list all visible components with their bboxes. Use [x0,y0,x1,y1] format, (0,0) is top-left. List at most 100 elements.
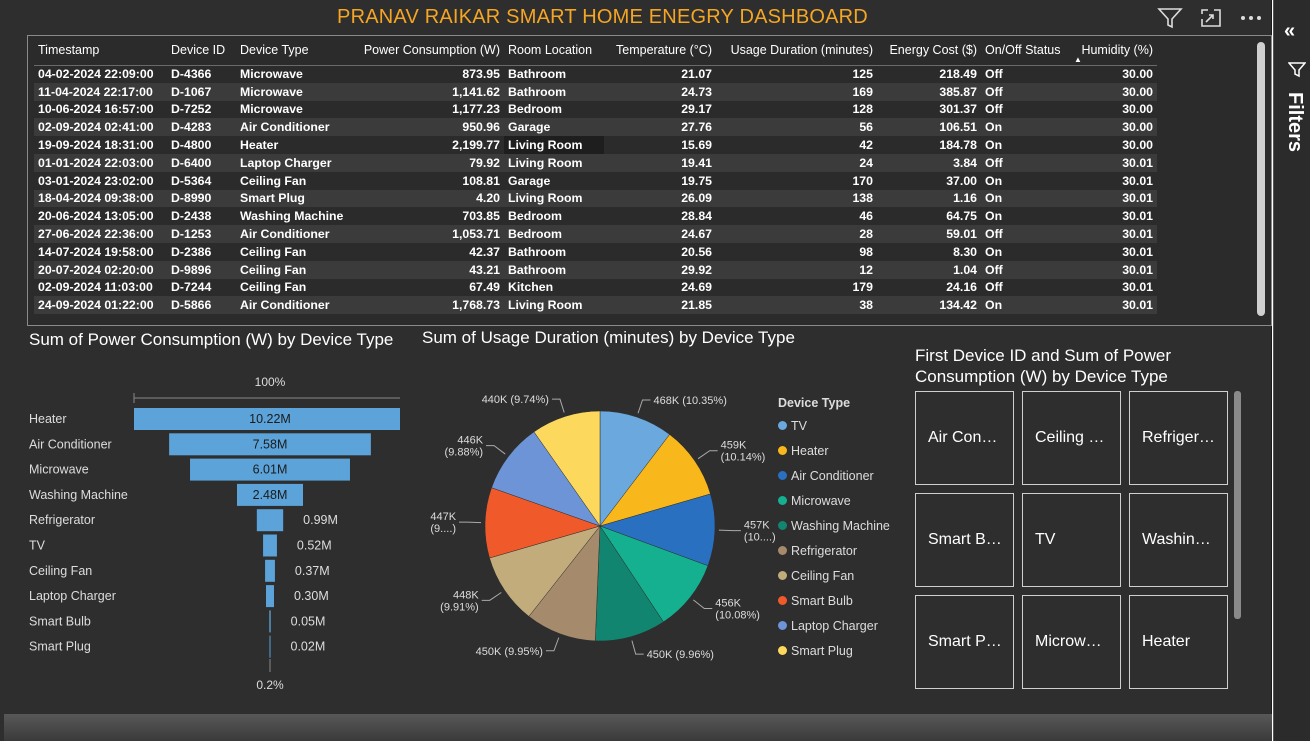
card-label: TV [1035,531,1056,548]
table-row[interactable]: 20-07-2024 02:20:00 D-9896 Ceiling Fan 43.2… [34,260,1157,279]
device-card[interactable]: Microw… [1022,595,1121,689]
card-label: Washin… [1142,531,1211,548]
funnel-bar[interactable] [169,433,371,456]
funnel-value-label: 10.22M [249,412,291,426]
funnel-bar[interactable] [256,509,284,532]
pie-slice[interactable] [489,525,601,617]
legend-item[interactable]: Refrigerator [778,538,890,563]
legend-item[interactable]: Smart Bulb [778,588,890,613]
legend-item[interactable]: Air Conditioner [778,463,890,488]
pie-slice[interactable] [595,525,664,642]
table-cell: 30.01 [1071,153,1157,172]
device-card[interactable]: Washin… [1129,493,1228,587]
table-cell: 15.69 [681,138,712,153]
card-label: Microw… [1035,633,1102,650]
device-card[interactable]: Refriger… [1129,391,1228,485]
funnel-value-label: 6.01M [253,463,288,477]
funnel-bar[interactable] [190,458,350,481]
pie-slice[interactable] [528,525,601,642]
table-cell: D-5364 [171,173,212,188]
table-cell: 20-07-2024 02:20:00 [34,260,167,279]
pie-data-label: 456K [715,598,741,610]
table-cell: 106.51 [877,118,981,137]
table-scrollbar[interactable] [1257,42,1265,316]
card-scrollbar[interactable] [1234,391,1241,619]
legend-item[interactable]: Ceiling Fan [778,563,890,588]
table-row[interactable]: 27-06-2024 22:36:00 D-1253 Air Conditioner… [34,225,1157,243]
table-row[interactable]: 20-06-2024 13:05:00 D-2438 Washing Machine… [34,207,1157,225]
funnel-chart: 100% Heater 10.22M Air Conditioner 7.58M Micr… [29,375,400,692]
column-header[interactable]: Room Location [504,36,604,66]
table-row[interactable]: 14-07-2024 19:58:00 D-2386 Ceiling Fan 42.3… [34,243,1157,261]
funnel-bar[interactable] [266,585,274,608]
legend-label: Microwave [791,493,851,508]
pie-slice[interactable] [599,410,670,527]
funnel-bar[interactable] [134,408,400,430]
table-cell: 218.49 [939,67,977,82]
table-row[interactable]: 03-01-2024 23:02:00 D-5364 Ceiling Fan 108.… [34,172,1157,190]
device-table[interactable]: Timestamp Device ID Device Type Power Consu… [27,35,1272,326]
funnel-bar[interactable] [236,483,304,506]
funnel-bar[interactable] [269,610,271,633]
funnel-bar[interactable] [265,559,275,582]
more-options-icon[interactable] [1238,6,1264,30]
legend-label: Heater [791,443,829,458]
column-header[interactable]: Usage Duration (minutes) [716,36,877,66]
device-card[interactable]: Smart P… [915,595,1014,689]
filter-icon[interactable] [1157,6,1183,30]
device-card[interactable]: Air Con… [915,391,1014,485]
legend-item[interactable]: Heater [778,438,890,463]
filter-icon [1287,62,1307,83]
table-row[interactable]: 02-09-2024 11:03:00 D-7244 Ceiling Fan 67.4… [34,279,1157,297]
focus-mode-icon[interactable] [1198,6,1224,30]
table-cell: 125 [852,67,873,82]
table-row[interactable]: 19-09-2024 18:31:00 D-4800 Heater 2,199.77 L… [34,136,1157,154]
table-row[interactable]: 04-02-2024 22:09:00 D-4366 Microwave 873.95… [34,65,1157,83]
funnel-bar[interactable] [269,635,271,658]
table-row[interactable]: 10-06-2024 16:57:00 D-7252 Microwave 1,177.… [34,101,1157,119]
column-header[interactable]: Timestamp [34,36,167,66]
table-cell: On [981,296,1071,315]
table-cell: 56 [716,118,877,137]
device-card[interactable]: Ceiling … [1022,391,1121,485]
device-card[interactable]: Heater [1129,595,1228,689]
pie-slice[interactable] [533,410,601,527]
table-cell: 873.95 [462,67,500,82]
table-cell: 134.42 [877,296,981,315]
table-row[interactable]: 02-09-2024 02:41:00 D-4283 Air Conditioner… [34,118,1157,137]
card-label: Smart P… [928,633,1002,650]
funnel-bar[interactable] [263,534,277,557]
double-chevron-left-icon[interactable]: « [1284,20,1296,42]
column-header[interactable]: Device ID [167,36,236,66]
legend-label: Ceiling Fan [791,568,855,583]
column-header[interactable]: Humidity (%) ▲ [1071,36,1157,66]
pie-slice[interactable] [599,525,709,623]
legend-item[interactable]: Washing Machine [778,513,890,538]
column-header[interactable]: Power Consumption (W) [349,36,504,66]
table-cell: Living Room [504,136,604,154]
legend-item[interactable]: Laptop Charger [778,613,890,638]
table-row[interactable]: 18-04-2024 09:38:00 D-8990 Smart Plug 4.20 L… [34,189,1157,208]
table-row[interactable]: 01-01-2024 22:03:00 D-6400 Laptop Charger 7… [34,153,1157,172]
column-header[interactable]: Device Type [236,36,349,66]
filters-pane[interactable] [1273,0,1310,741]
legend-label: Washing Machine [791,518,890,533]
table-cell: Off [985,280,1003,295]
table-cell: 4.20 [349,189,504,208]
table-cell: 19.41 [604,153,716,172]
legend-item[interactable]: Microwave [778,488,890,513]
pie-slice[interactable] [599,434,711,527]
device-card[interactable]: TV [1022,493,1121,587]
pie-slice[interactable] [599,493,716,567]
table-row[interactable]: 11-04-2024 22:17:00 D-1067 Microwave 1,141.… [34,82,1157,101]
column-header[interactable]: Energy Cost ($) [877,36,981,66]
device-card[interactable]: Smart B… [915,493,1014,587]
legend-item[interactable]: Smart Plug [778,638,890,663]
column-header[interactable]: Temperature (°C) [604,36,716,66]
funnel-category-label: Microwave [29,463,89,477]
table-row[interactable]: 24-09-2024 01:22:00 D-5866 Air Conditioner… [34,296,1157,315]
table-cell: Ceiling Fan [236,260,349,279]
table-cell: 18-04-2024 09:38:00 [34,189,167,208]
legend-item[interactable]: TV [778,413,890,438]
column-header[interactable]: On/Off Status [981,36,1071,66]
